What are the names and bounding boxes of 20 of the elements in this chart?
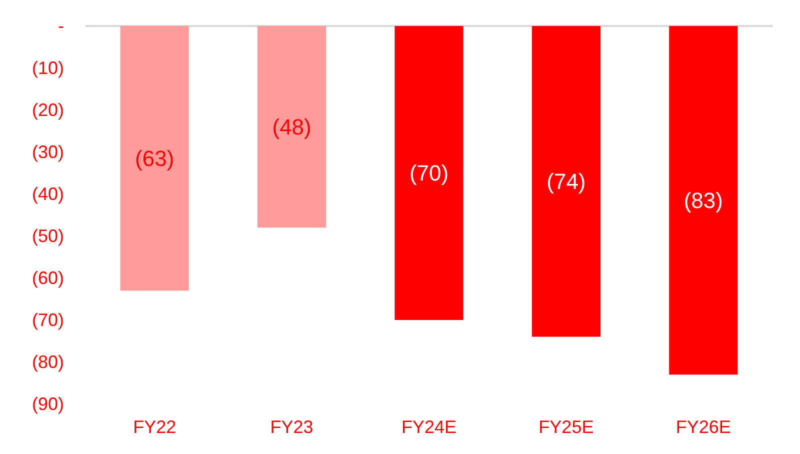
- x-tick-label: FY23: [270, 417, 314, 437]
- y-tick-label: (80): [32, 352, 64, 372]
- data-label: (70): [409, 160, 449, 186]
- y-tick-label: (20): [32, 100, 64, 120]
- y-tick-label: (10): [32, 58, 64, 78]
- y-tick-label: (70): [32, 310, 64, 330]
- data-label: (63): [135, 146, 174, 171]
- data-label: (48): [272, 114, 312, 140]
- data-label: (74): [546, 168, 586, 194]
- x-tick-label: FY22: [133, 417, 176, 437]
- y-tick-label: (50): [32, 226, 64, 246]
- x-tick-label: FY25E: [538, 417, 594, 437]
- x-tick-label: FY26E: [676, 417, 731, 437]
- y-tick-label: (40): [32, 184, 64, 204]
- y-tick-label: -: [58, 16, 64, 36]
- y-tick-label: (90): [32, 394, 64, 414]
- y-tick-label: (60): [32, 268, 64, 288]
- y-tick-label: (30): [32, 142, 64, 162]
- x-tick-label: FY24E: [401, 417, 457, 437]
- data-label: (83): [684, 188, 723, 213]
